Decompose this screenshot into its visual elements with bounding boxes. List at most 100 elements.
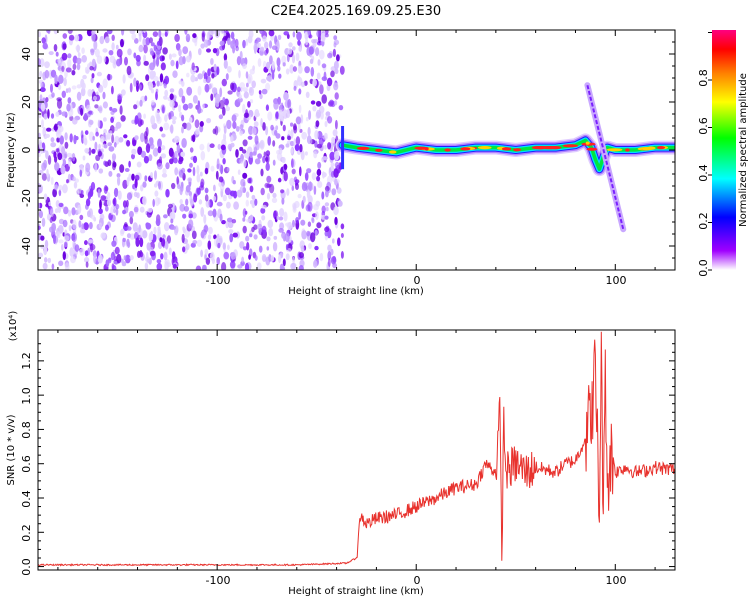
noise-cell xyxy=(117,176,120,186)
noise-cell xyxy=(74,35,79,42)
noise-cell xyxy=(250,186,254,193)
noise-cell xyxy=(140,119,144,125)
noise-cell xyxy=(264,183,270,189)
noise-cell xyxy=(277,153,282,161)
noise-cell xyxy=(205,194,209,201)
noise-cell xyxy=(239,159,243,164)
noise-cell xyxy=(306,92,310,98)
noise-cell xyxy=(227,90,232,94)
noise-cell xyxy=(333,206,339,215)
noise-cell xyxy=(238,70,241,78)
noise-cell xyxy=(170,219,173,224)
noise-cell xyxy=(147,208,152,213)
noise-cell xyxy=(85,130,89,135)
noise-cell xyxy=(228,229,233,234)
noise-cell xyxy=(169,248,172,256)
snr-y-axis-label: SNR (10 * v/v) xyxy=(6,414,17,485)
noise-cell xyxy=(223,36,228,41)
noise-cell xyxy=(112,153,116,160)
noise-cell xyxy=(174,167,178,175)
noise-cell xyxy=(68,159,71,167)
noise-cell xyxy=(41,163,46,171)
noise-cell xyxy=(254,199,257,206)
noise-cell xyxy=(316,30,321,37)
noise-cell xyxy=(117,94,122,100)
noise-cell xyxy=(43,246,47,255)
noise-cell xyxy=(123,74,126,83)
noise-cell xyxy=(148,81,153,90)
noise-cell xyxy=(247,178,251,184)
noise-cell xyxy=(38,184,43,193)
noise-cell xyxy=(182,246,185,252)
noise-cell xyxy=(262,35,267,41)
noise-cell xyxy=(161,62,166,70)
noise-cell xyxy=(82,75,87,79)
noise-cell xyxy=(109,130,112,134)
noise-cell xyxy=(331,66,336,71)
noise-cell xyxy=(232,114,237,122)
noise-cell xyxy=(278,254,281,263)
noise-cell xyxy=(267,136,271,146)
noise-cell xyxy=(46,128,51,132)
noise-cell xyxy=(72,85,77,89)
noise-cell xyxy=(165,32,168,37)
noise-cell xyxy=(309,138,312,144)
noise-cell xyxy=(246,242,249,251)
noise-cell xyxy=(314,130,318,139)
noise-cell xyxy=(124,255,127,260)
noise-cell xyxy=(233,180,236,184)
noise-cell xyxy=(150,172,153,178)
spectrogram-y-axis-label: Frequency (Hz) xyxy=(6,112,17,188)
noise-cell xyxy=(85,250,89,256)
noise-cell xyxy=(93,96,97,101)
noise-cell xyxy=(150,50,155,55)
noise-cell xyxy=(45,150,49,159)
signal-hotspot xyxy=(587,148,598,151)
noise-cell xyxy=(98,120,101,128)
noise-cell xyxy=(325,189,329,197)
noise-cell xyxy=(170,125,174,132)
noise-cell xyxy=(89,111,93,116)
signal-hotspot xyxy=(414,147,428,150)
noise-cell xyxy=(101,232,106,238)
noise-cell xyxy=(152,199,155,207)
noise-cell xyxy=(73,135,76,144)
noise-cell xyxy=(222,79,227,87)
noise-cell xyxy=(261,215,265,220)
noise-cell xyxy=(331,163,335,167)
colorbar-tick-label: 0.2 xyxy=(697,212,710,230)
noise-cell xyxy=(139,84,142,90)
noise-cell xyxy=(154,190,158,196)
noise-cell xyxy=(182,227,185,232)
signal-hotspot xyxy=(607,148,623,151)
noise-cell xyxy=(230,143,234,148)
noise-cell xyxy=(39,71,42,78)
signal-hotspot xyxy=(647,147,656,150)
noise-cell xyxy=(178,105,181,113)
noise-cell xyxy=(125,168,130,172)
noise-cell xyxy=(333,35,337,40)
noise-cell xyxy=(242,63,247,69)
noise-cell xyxy=(197,73,203,79)
noise-cell xyxy=(116,45,119,50)
noise-cell xyxy=(164,76,169,85)
noise-cell xyxy=(306,231,310,237)
noise-cell xyxy=(297,40,301,46)
noise-cell xyxy=(165,241,169,250)
noise-cell xyxy=(218,144,221,150)
noise-cell xyxy=(316,120,320,127)
noise-cell xyxy=(308,221,311,227)
noise-cell xyxy=(298,194,302,198)
noise-cell xyxy=(291,148,294,154)
noise-cell xyxy=(279,217,284,221)
signal-hotspot xyxy=(357,147,370,150)
noise-cell xyxy=(145,74,149,81)
noise-cell xyxy=(322,63,327,68)
noise-cell xyxy=(248,136,253,140)
noise-cell xyxy=(206,258,210,265)
noise-cell xyxy=(287,136,291,140)
noise-cell xyxy=(57,153,62,161)
noise-cell xyxy=(102,48,107,52)
noise-cell xyxy=(153,31,158,37)
signal-hotspot xyxy=(625,148,630,151)
